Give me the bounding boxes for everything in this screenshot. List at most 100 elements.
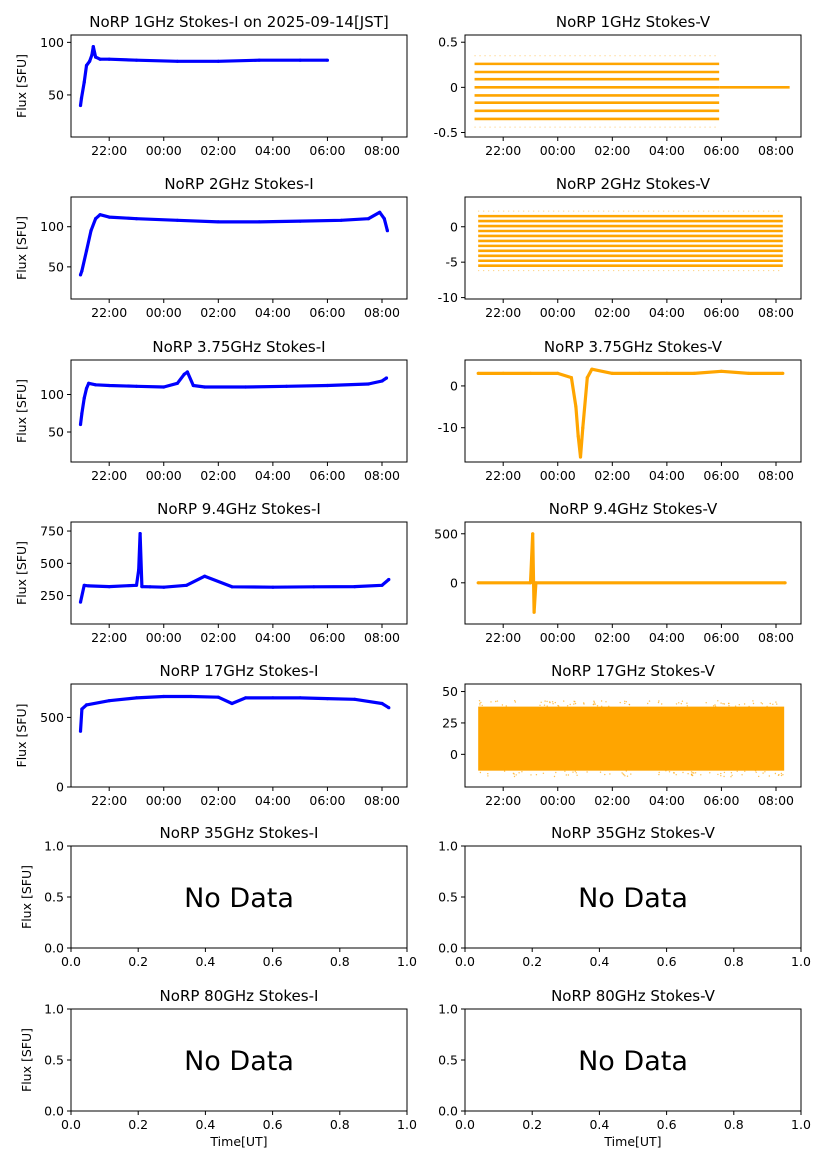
data-layer bbox=[78, 532, 391, 604]
series-line bbox=[78, 45, 328, 106]
data-point bbox=[574, 405, 578, 409]
y-tick-label: 0.5 bbox=[44, 890, 64, 905]
chart-title: NoRP 3.75GHz Stokes-I bbox=[152, 338, 325, 356]
data-point bbox=[98, 213, 102, 217]
y-tick-label: 100 bbox=[40, 35, 64, 50]
data-point bbox=[298, 696, 302, 700]
x-tick-label: 00:00 bbox=[540, 468, 576, 483]
data-point bbox=[191, 383, 195, 388]
x-tick-label: 02:00 bbox=[200, 143, 236, 158]
noise-point bbox=[530, 774, 532, 776]
y-tick-label: 500 bbox=[434, 526, 458, 541]
data-point bbox=[84, 703, 89, 707]
noise-point bbox=[761, 703, 764, 705]
data-point bbox=[366, 217, 370, 221]
noise-point bbox=[619, 701, 621, 704]
y-axis-label: Flux [SFU] bbox=[19, 1028, 34, 1092]
noise-point bbox=[490, 701, 492, 703]
data-point bbox=[185, 370, 189, 374]
data-point bbox=[162, 385, 166, 389]
x-tick-label: 00:00 bbox=[146, 143, 182, 158]
data-point bbox=[175, 381, 179, 385]
x-tick-label: 0.8 bbox=[330, 1117, 350, 1132]
axes-frame bbox=[70, 196, 408, 300]
noise-point bbox=[628, 704, 631, 706]
chart-title: NoRP 35GHz Stokes-I bbox=[160, 824, 319, 842]
noise-band bbox=[478, 706, 785, 771]
x-tick-label: 02:00 bbox=[594, 143, 630, 158]
axes-frame bbox=[70, 34, 408, 138]
x-tick-label: 0.2 bbox=[128, 954, 148, 969]
noise-point bbox=[658, 700, 660, 702]
chart-title: NoRP 80GHz Stokes-V bbox=[551, 987, 716, 1005]
data-point bbox=[380, 379, 384, 383]
noise-point bbox=[705, 702, 707, 704]
noise-point bbox=[558, 705, 560, 707]
y-tick-label: 500 bbox=[40, 710, 64, 725]
x-tick-label: 22:00 bbox=[485, 630, 521, 645]
x-tick-label: 02:00 bbox=[594, 468, 630, 483]
x-tick-label: 1.0 bbox=[791, 954, 811, 969]
noise-point bbox=[569, 703, 571, 706]
x-tick-label: 22:00 bbox=[485, 305, 521, 320]
chart-panel-v1: 22:00 00:00 02:00 04:00 06:00 08:00 -0.5 0 0.5 No… bbox=[434, 13, 802, 158]
no-data-annotation: No Data bbox=[578, 1046, 688, 1077]
noise-point bbox=[543, 704, 546, 706]
data-point bbox=[590, 367, 594, 371]
chart-panel-v7: 0.0 0.2 0.4 0.6 0.8 1.0 0.0 0.5 1.0 NoRP 80GHz St… bbox=[438, 987, 811, 1149]
noise-point bbox=[478, 700, 481, 702]
y-tick-label: 100 bbox=[40, 219, 64, 234]
noise-point bbox=[621, 772, 623, 774]
noise-point bbox=[743, 703, 746, 705]
data-point bbox=[78, 600, 83, 604]
data-point bbox=[578, 455, 583, 459]
data-point bbox=[692, 371, 696, 375]
data-point bbox=[380, 701, 384, 706]
x-tick-label: 0.4 bbox=[589, 954, 609, 969]
y-tick-label: 250 bbox=[40, 588, 64, 603]
noise-point bbox=[513, 773, 515, 775]
x-tick-label: 08:00 bbox=[758, 468, 794, 483]
data-point bbox=[107, 699, 111, 703]
x-tick-label: 1.0 bbox=[397, 954, 417, 969]
data-point bbox=[585, 376, 589, 380]
series-line bbox=[478, 367, 783, 459]
noise-point bbox=[723, 703, 726, 705]
data-point bbox=[134, 583, 139, 587]
noise-point bbox=[554, 701, 556, 704]
noise-point bbox=[501, 704, 504, 706]
y-tick-label: 50 bbox=[48, 259, 64, 274]
noise-point bbox=[539, 704, 541, 706]
data-point bbox=[82, 80, 86, 84]
x-tick-label: 08:00 bbox=[364, 793, 400, 808]
noise-point bbox=[623, 774, 625, 776]
noise-point bbox=[479, 704, 481, 706]
noise-point bbox=[518, 772, 520, 774]
x-tick-label: 00:00 bbox=[540, 793, 576, 808]
chart-panel-i7: 0.0 0.2 0.4 0.6 0.8 1.0 0.0 0.5 1.0 NoRP 80GHz St… bbox=[19, 987, 417, 1149]
noise-point bbox=[712, 705, 715, 707]
noise-point bbox=[495, 700, 497, 703]
noise-point bbox=[686, 702, 688, 704]
x-tick-label: 0.8 bbox=[724, 954, 744, 969]
noise-point bbox=[775, 701, 777, 703]
data-layer bbox=[478, 210, 783, 272]
noise-point bbox=[681, 700, 684, 702]
x-tick-label: 22:00 bbox=[91, 793, 127, 808]
data-point bbox=[216, 695, 220, 699]
noise-point bbox=[626, 775, 629, 777]
noise-point bbox=[762, 772, 764, 774]
noise-point bbox=[594, 703, 596, 705]
data-point bbox=[91, 45, 95, 49]
y-tick-label: 0.0 bbox=[438, 941, 458, 956]
data-point bbox=[501, 371, 505, 375]
noise-point bbox=[567, 774, 570, 776]
x-tick-label: 0.6 bbox=[263, 954, 283, 969]
noise-point bbox=[777, 774, 780, 776]
data-point bbox=[88, 59, 92, 63]
axes-frame bbox=[70, 683, 408, 788]
data-point bbox=[98, 57, 102, 61]
series-line bbox=[78, 370, 388, 425]
noise-point bbox=[555, 771, 557, 774]
